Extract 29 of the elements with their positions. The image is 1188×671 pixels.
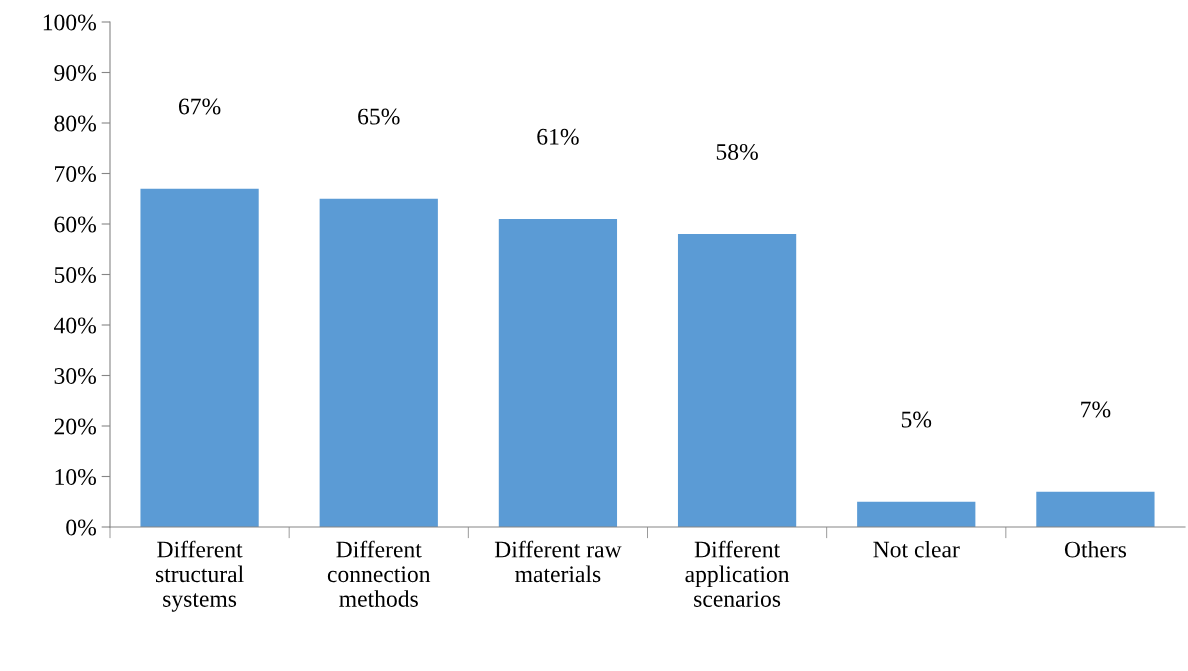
x-tick-label: Different structural systems — [155, 540, 244, 612]
y-tick-label: 70% — [55, 165, 96, 182]
x-tick-label: Not clear — [873, 540, 960, 558]
data-label: 5% — [901, 411, 932, 428]
bar — [1036, 491, 1155, 527]
data-label: 58% — [716, 143, 758, 160]
y-tick-label: 60% — [54, 216, 96, 233]
data-label: 67% — [178, 98, 221, 115]
x-tick-label: Others — [1064, 540, 1127, 558]
y-tick-label: 40% — [53, 317, 96, 334]
data-label: 61% — [537, 128, 579, 145]
y-tick-label: 100% — [43, 14, 96, 31]
y-tick-label: 90% — [54, 64, 96, 81]
bar — [140, 188, 259, 527]
bar — [857, 501, 976, 527]
y-tick-label: 80% — [54, 115, 96, 132]
x-tick-label: Different application scenarios — [685, 540, 790, 607]
y-tick-label: 50% — [54, 266, 96, 283]
bar — [319, 198, 438, 527]
y-tick-label: 30% — [54, 367, 96, 384]
bar — [498, 218, 618, 527]
y-tick-label: 0% — [66, 519, 96, 536]
data-label: 65% — [358, 108, 400, 125]
y-tick-label: 10% — [55, 468, 96, 485]
x-tick-label: Different raw materials — [494, 540, 622, 583]
y-tick-label: 20% — [54, 418, 96, 435]
bar — [677, 234, 797, 527]
data-label: 7% — [1081, 401, 1111, 418]
x-tick-label: Different connection methods — [327, 540, 431, 607]
